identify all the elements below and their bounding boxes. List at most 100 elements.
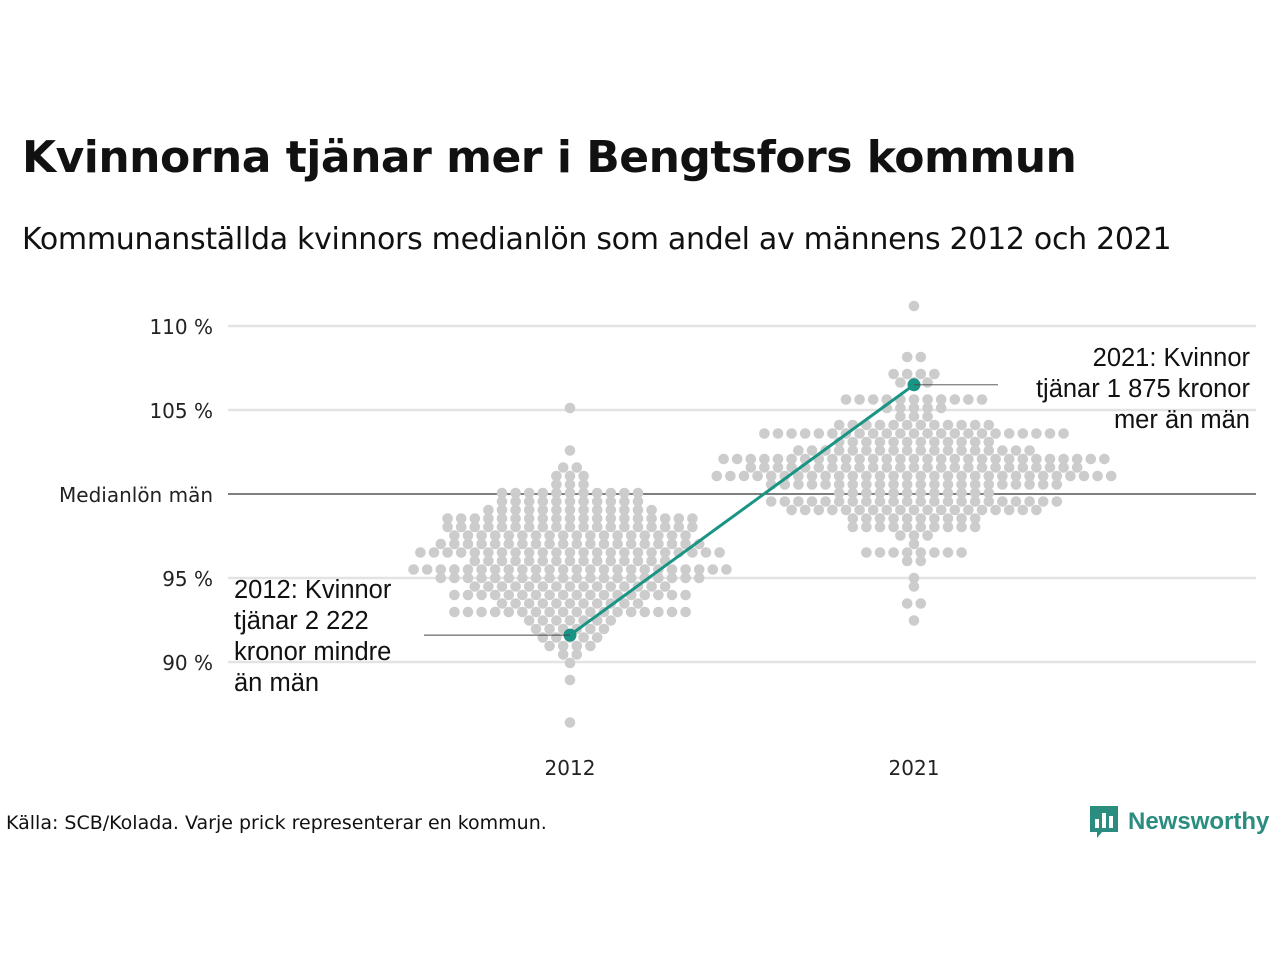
municipality-dot — [1058, 428, 1069, 439]
municipality-dot — [963, 453, 974, 465]
municipality-dot — [632, 521, 644, 533]
municipality-dot — [442, 521, 453, 533]
municipality-dot — [659, 521, 671, 533]
municipality-dot — [908, 300, 920, 312]
municipality-dot — [915, 436, 927, 448]
municipality-dot — [901, 547, 913, 558]
municipality-dot — [759, 428, 770, 439]
municipality-dot — [591, 555, 603, 567]
municipality-dot — [530, 589, 542, 601]
municipality-dot — [738, 470, 750, 482]
municipality-dot — [605, 615, 617, 626]
municipality-dot — [942, 479, 954, 490]
municipality-dot — [745, 453, 757, 465]
municipality-dot — [976, 462, 988, 473]
municipality-dot — [1058, 462, 1069, 473]
municipality-dot — [874, 513, 886, 524]
municipality-dot — [489, 589, 501, 601]
municipality-dot — [578, 470, 589, 482]
municipality-dot — [449, 564, 460, 575]
municipality-dot — [469, 513, 481, 524]
municipality-dot — [605, 555, 617, 567]
municipality-dot — [496, 547, 508, 558]
municipality-dot — [969, 496, 981, 507]
municipality-dot — [435, 538, 447, 550]
municipality-dot — [523, 598, 535, 609]
municipality-dot — [625, 538, 637, 550]
municipality-dot — [1017, 453, 1029, 465]
municipality-dot — [731, 453, 743, 465]
municipality-dot — [523, 615, 535, 626]
municipality-dot — [922, 394, 933, 405]
municipality-dot — [969, 470, 981, 482]
newsworthy-logo: Newsworthy — [1088, 804, 1269, 840]
municipality-dot — [793, 496, 804, 507]
municipality-dot — [725, 470, 736, 482]
municipality-dot — [786, 453, 797, 465]
municipality-dot — [901, 445, 913, 456]
municipality-dot — [881, 462, 893, 473]
municipality-dot — [895, 377, 906, 388]
municipality-dot — [901, 487, 913, 499]
bar-chart-logo-icon — [1090, 806, 1118, 838]
municipality-dot — [455, 547, 467, 558]
municipality-dot — [813, 504, 825, 516]
municipality-dot — [585, 640, 596, 652]
municipality-dot — [922, 453, 933, 465]
municipality-dot — [854, 428, 865, 439]
municipality-dot — [908, 394, 920, 405]
municipality-dot — [942, 445, 954, 456]
municipality-dot — [1092, 470, 1103, 482]
municipality-dot — [510, 521, 521, 533]
municipality-dot — [544, 530, 555, 541]
municipality-dot — [646, 555, 657, 567]
municipality-dot — [537, 547, 549, 558]
municipality-dot — [605, 487, 617, 499]
municipality-dot — [922, 377, 933, 388]
municipality-dot — [557, 462, 569, 473]
municipality-dot — [956, 496, 967, 507]
municipality-dot — [666, 564, 678, 575]
municipality-dot — [901, 496, 913, 507]
municipality-dot — [489, 606, 501, 618]
municipality-dot — [901, 555, 913, 567]
municipality-dot — [895, 411, 906, 422]
municipality-dot — [666, 589, 678, 601]
municipality-dot — [476, 589, 487, 601]
municipality-dot — [915, 368, 927, 380]
municipality-dot — [591, 487, 603, 499]
municipality-dot — [591, 504, 603, 516]
municipality-dot — [969, 479, 981, 490]
municipality-dot — [922, 462, 933, 473]
municipality-dot — [976, 428, 988, 439]
municipality-dot — [612, 564, 623, 575]
municipality-dots — [408, 300, 1117, 728]
municipality-dot — [503, 589, 515, 601]
municipality-dot — [551, 513, 562, 524]
highlight-line — [569, 383, 915, 637]
municipality-dot — [557, 606, 569, 618]
municipality-dot — [598, 530, 610, 541]
municipality-dot — [483, 581, 494, 592]
municipality-dot — [990, 453, 1001, 465]
municipality-dot — [874, 470, 886, 482]
municipality-dot — [571, 564, 583, 575]
municipality-dot — [888, 419, 899, 431]
municipality-dot — [564, 547, 576, 558]
municipality-dot — [591, 521, 603, 533]
municipality-dot — [517, 564, 528, 575]
municipality-dot — [969, 436, 981, 448]
municipality-dot — [591, 496, 603, 507]
municipality-dot — [1031, 504, 1042, 516]
municipality-dot — [908, 402, 920, 414]
municipality-dot — [653, 606, 664, 618]
municipality-dot — [571, 649, 583, 660]
municipality-dot — [537, 504, 549, 516]
y-tick-label: 90 % — [162, 651, 213, 675]
municipality-dot — [895, 462, 906, 473]
municipality-dot — [503, 572, 515, 584]
municipality-dot — [517, 589, 528, 601]
municipality-dot — [1017, 462, 1029, 473]
municipality-dot — [598, 564, 610, 575]
municipality-dot — [956, 436, 967, 448]
